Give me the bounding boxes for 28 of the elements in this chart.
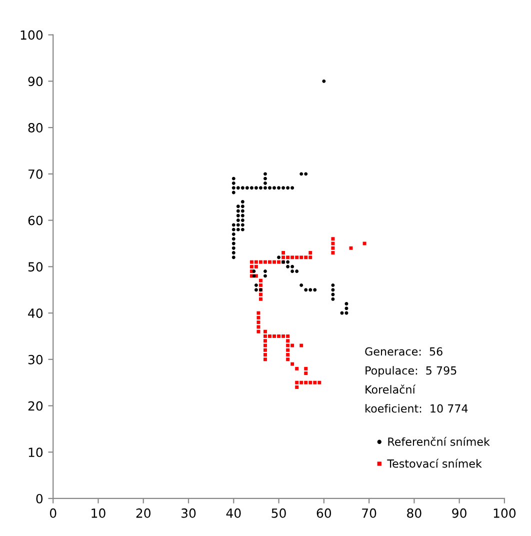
- annotation: Generace: 56: [365, 347, 442, 356]
- y-tick-label: 100: [20, 30, 43, 40]
- x-tick-label: 60: [316, 508, 332, 518]
- x-tick-label: 20: [136, 508, 150, 518]
- y-tick-label: 70: [28, 169, 43, 179]
- annotation: Korelační: [366, 384, 416, 394]
- y-tick-label: 0: [36, 494, 43, 504]
- annotation: Populace: 5 795: [366, 366, 456, 377]
- x-tick-label: 50: [272, 508, 286, 518]
- x-tick-label: 0: [50, 508, 56, 518]
- annotation: koeficient: 10 774: [366, 404, 468, 413]
- y-tick-label: 60: [28, 216, 43, 226]
- legend-label: Testovací snímek: [387, 458, 482, 468]
- y-tick-label: 30: [28, 354, 43, 364]
- y-tick-label: 50: [28, 262, 43, 272]
- x-tick-label: 80: [407, 508, 422, 518]
- x-tick-label: 70: [362, 508, 376, 518]
- y-tick-label: 80: [28, 123, 43, 132]
- x-tick-label: 40: [226, 508, 241, 518]
- y-tick-label: 20: [28, 401, 43, 411]
- y-tick-label: 90: [28, 76, 43, 86]
- x-tick-label: 90: [452, 508, 466, 518]
- legend-label: Referenční snímek: [388, 436, 490, 446]
- x-tick-label: 30: [182, 508, 196, 518]
- x-tick-label: 100: [494, 508, 516, 518]
- y-tick-label: 40: [28, 308, 43, 318]
- y-tick-label: 10: [28, 448, 43, 458]
- x-tick-label: 10: [92, 508, 106, 518]
